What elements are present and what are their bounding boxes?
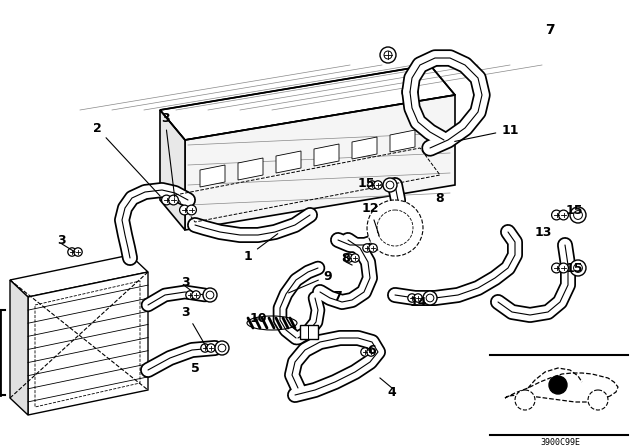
Circle shape (515, 390, 535, 410)
Text: 6: 6 (368, 344, 376, 357)
Polygon shape (352, 137, 377, 159)
Text: 4: 4 (388, 385, 396, 399)
Text: 13: 13 (534, 225, 552, 238)
Polygon shape (314, 144, 339, 166)
Circle shape (552, 263, 561, 273)
Text: 11: 11 (455, 124, 519, 142)
Circle shape (367, 200, 423, 256)
Bar (300, 325, 318, 339)
Circle shape (368, 181, 376, 189)
Circle shape (215, 341, 229, 355)
Text: 15: 15 (565, 262, 583, 275)
Circle shape (218, 344, 226, 352)
Text: 3900C99E: 3900C99E (540, 438, 580, 447)
Circle shape (74, 248, 82, 256)
Circle shape (161, 195, 172, 205)
Polygon shape (10, 280, 28, 415)
Circle shape (423, 291, 437, 305)
Circle shape (559, 263, 568, 273)
Circle shape (180, 205, 189, 215)
Circle shape (363, 244, 371, 252)
Text: 3: 3 (182, 306, 207, 348)
Text: 8: 8 (436, 191, 444, 204)
Circle shape (384, 51, 392, 59)
Text: 12: 12 (361, 202, 379, 235)
Circle shape (549, 376, 567, 394)
Circle shape (192, 291, 200, 299)
Polygon shape (238, 158, 263, 180)
Circle shape (187, 205, 196, 215)
Circle shape (203, 288, 217, 302)
Text: 14: 14 (409, 296, 427, 309)
Circle shape (345, 254, 353, 262)
Circle shape (369, 244, 377, 252)
Circle shape (588, 390, 608, 410)
Polygon shape (276, 151, 301, 173)
Circle shape (168, 195, 179, 205)
Circle shape (201, 344, 209, 352)
Polygon shape (10, 255, 148, 297)
Circle shape (374, 181, 382, 189)
Circle shape (383, 178, 397, 192)
Text: 10: 10 (249, 311, 267, 324)
Circle shape (206, 291, 214, 299)
Circle shape (380, 47, 396, 63)
Polygon shape (28, 272, 148, 415)
Circle shape (207, 344, 215, 352)
Circle shape (552, 210, 561, 220)
Text: 7: 7 (545, 23, 555, 37)
Text: 1: 1 (244, 234, 278, 263)
Polygon shape (200, 165, 225, 187)
Text: 3: 3 (161, 112, 175, 197)
Polygon shape (160, 110, 185, 230)
Text: 9: 9 (289, 270, 332, 293)
Circle shape (570, 207, 586, 223)
Polygon shape (390, 130, 415, 152)
Circle shape (559, 210, 568, 220)
Polygon shape (185, 95, 455, 230)
Text: 5: 5 (191, 362, 200, 375)
Circle shape (573, 211, 582, 220)
Text: 2: 2 (93, 121, 160, 196)
Text: 7: 7 (333, 289, 342, 302)
Circle shape (68, 248, 76, 256)
Circle shape (351, 254, 359, 262)
Circle shape (361, 348, 369, 356)
Circle shape (408, 294, 416, 302)
Circle shape (414, 294, 422, 302)
Circle shape (377, 210, 413, 246)
Circle shape (573, 263, 582, 272)
Circle shape (186, 291, 194, 299)
Text: 3: 3 (58, 233, 67, 246)
Circle shape (367, 348, 375, 356)
Text: 15: 15 (357, 177, 382, 190)
Polygon shape (160, 65, 455, 140)
Text: 15: 15 (565, 203, 583, 216)
Text: 3: 3 (180, 276, 189, 289)
Text: 8: 8 (342, 251, 350, 264)
Circle shape (426, 294, 434, 302)
Circle shape (386, 181, 394, 189)
Circle shape (570, 260, 586, 276)
